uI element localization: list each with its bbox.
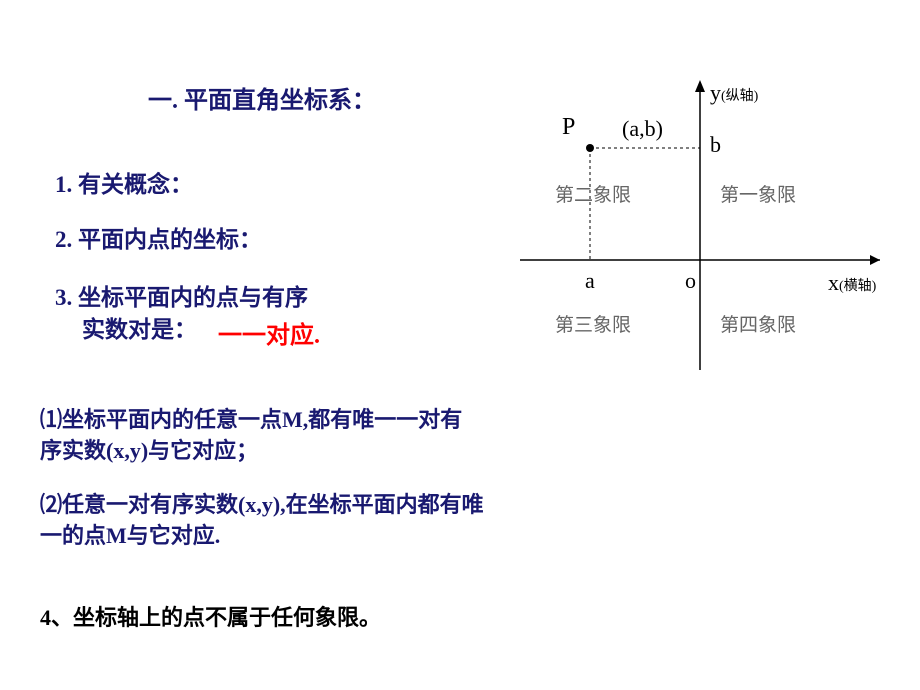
item-4-text: 4、坐标轴上的点不属于任何象限。 — [40, 605, 381, 630]
b-text: b — [710, 132, 721, 157]
title-text: 一. 平面直角坐标系： — [148, 88, 376, 114]
q2-text: 第二象限 — [555, 185, 631, 206]
quadrant-3-label: 第三象限 — [555, 310, 631, 337]
x-sub-text: (横轴) — [839, 279, 876, 294]
q3-text: 第三象限 — [555, 315, 631, 336]
p1-line-b: 序实数(x,y)与它对应； — [40, 436, 462, 467]
item-2-text: 2. 平面内点的坐标： — [55, 227, 262, 252]
item-2: 2. 平面内点的坐标： — [55, 220, 285, 254]
item-4: 4、坐标轴上的点不属于任何象限。 — [40, 600, 381, 632]
y-axis-arrow — [695, 80, 705, 92]
x-label-text: x — [828, 270, 839, 295]
slide: 一. 平面直角坐标系： 1. 有关概念： 2. 平面内点的坐标： 3. 坐标平面… — [0, 0, 920, 690]
highlight-span: 一一对应. — [218, 323, 320, 349]
quadrant-4-label: 第四象限 — [720, 310, 796, 337]
p1-line-a: ⑴坐标平面内的任意一点M,都有唯一一对有 — [40, 405, 462, 436]
q1-text: 第一象限 — [720, 185, 796, 206]
a-label: a — [585, 268, 595, 294]
item-3a-text: 3. 坐标平面内的点与有序 — [55, 285, 308, 310]
paragraph-2: ⑵任意一对有序实数(x,y),在坐标平面内都有唯 一的点M与它对应. — [40, 490, 484, 552]
item-1-text: 1. 有关概念： — [55, 172, 193, 197]
paragraph-1: ⑴坐标平面内的任意一点M,都有唯一一对有 序实数(x,y)与它对应； — [40, 405, 462, 467]
origin-label: o — [685, 268, 696, 294]
p-label-text: P — [562, 114, 575, 140]
p2-line-b: 一的点M与它对应. — [40, 521, 484, 552]
point-p-label: P — [562, 114, 575, 141]
highlight-text: 一一对应. — [218, 315, 320, 350]
y-axis-label: y(纵轴) — [710, 80, 758, 106]
y-sub-text: (纵轴) — [721, 89, 758, 104]
b-label: b — [710, 132, 721, 158]
item-3-line-a: 3. 坐标平面内的点与有序 — [55, 278, 308, 312]
item-1: 1. 有关概念： — [55, 165, 193, 199]
coord-text: (a,b) — [622, 116, 663, 141]
p2-line-a: ⑵任意一对有序实数(x,y),在坐标平面内都有唯 — [40, 490, 484, 521]
x-axis-arrow — [870, 255, 880, 265]
item-3b-text: 实数对是： — [82, 317, 197, 342]
quadrant-1-label: 第一象限 — [720, 180, 796, 207]
coord-label: (a,b) — [622, 116, 663, 142]
q4-text: 第四象限 — [720, 315, 796, 336]
item-3-line-b: 实数对是： — [82, 310, 197, 344]
a-text: a — [585, 268, 595, 293]
section-title: 一. 平面直角坐标系： — [148, 80, 408, 115]
origin-text: o — [685, 268, 696, 293]
y-label-text: y — [710, 80, 721, 105]
x-axis-label: x(横轴) — [828, 270, 876, 296]
quadrant-2-label: 第二象限 — [555, 180, 631, 207]
coordinate-diagram: y(纵轴) x(横轴) o P (a,b) a b 第二象限 第一象限 第三象限 — [500, 80, 900, 380]
point-p-dot — [586, 144, 594, 152]
